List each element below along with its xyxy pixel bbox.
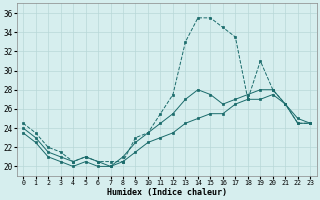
X-axis label: Humidex (Indice chaleur): Humidex (Indice chaleur) [107, 188, 227, 197]
